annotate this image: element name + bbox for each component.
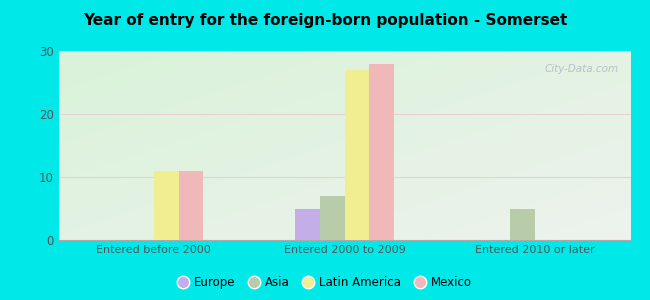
Bar (369, 64, 394, 240)
Bar (295, 208, 320, 240)
Bar (320, 196, 345, 240)
Text: Year of entry for the foreign-born population - Somerset: Year of entry for the foreign-born popul… (83, 14, 567, 28)
Text: City-Data.com: City-Data.com (545, 64, 619, 74)
Bar (344, 70, 369, 240)
Bar (510, 208, 535, 240)
Legend: Europe, Asia, Latin America, Mexico: Europe, Asia, Latin America, Mexico (174, 272, 476, 294)
Bar (179, 171, 203, 240)
Bar (154, 171, 179, 240)
